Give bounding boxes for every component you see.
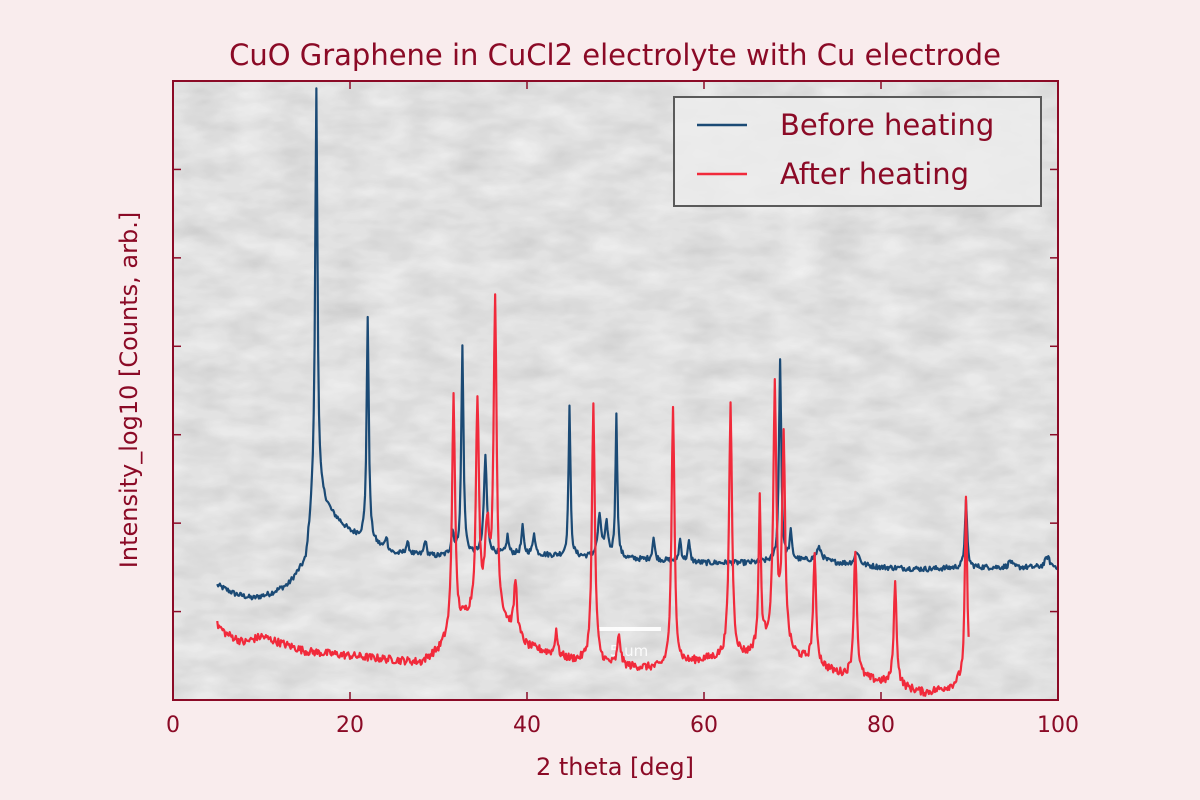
x-tick-label: 60 (690, 713, 718, 738)
y-axis-label: Intensity_log10 [Counts, arb.] (115, 212, 143, 568)
x-tick-label: 40 (513, 713, 541, 738)
x-tick-label: 100 (1037, 713, 1079, 738)
x-tick-label: 80 (867, 713, 895, 738)
legend-label-before-heating: Before heating (780, 108, 994, 142)
x-axis-label: 2 theta [deg] (536, 753, 694, 781)
x-tick-label: 0 (166, 713, 180, 738)
x-tick-label: 20 (336, 713, 364, 738)
legend-label-after-heating: After heating (780, 157, 969, 191)
legend: Before heating After heating (674, 97, 1041, 206)
chart-title: CuO Graphene in CuCl2 electrolyte with C… (229, 38, 1001, 72)
